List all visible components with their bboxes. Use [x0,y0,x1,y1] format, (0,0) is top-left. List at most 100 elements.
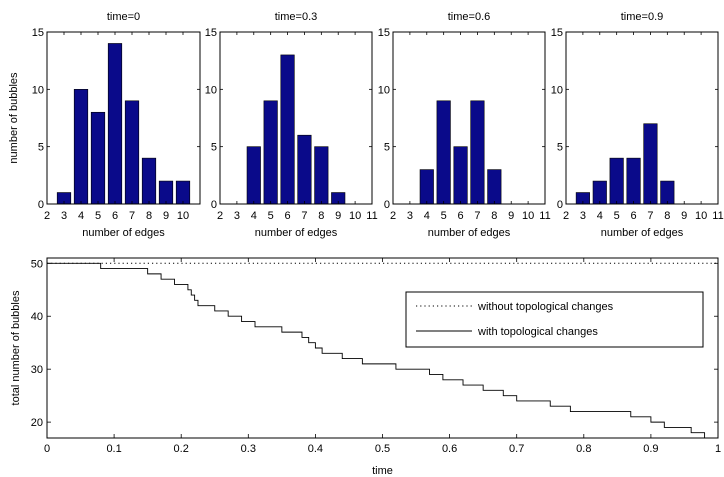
y-axis-label: number of bubbles [8,72,20,164]
axes-frame [46,257,719,439]
x-tick-label: 9 [681,210,687,222]
x-tick-label: 0.6 [442,443,457,455]
x-tick-label: 6 [112,210,118,222]
x-tick-label: 5 [441,210,447,222]
x-axis-label: time [372,465,393,477]
y-tick-label: 10 [205,84,217,96]
y-tick-label: 5 [557,142,563,154]
x-tick-label: 10 [522,210,534,222]
x-tick-label: 7 [647,210,653,222]
x-tick-label: 9 [508,210,514,222]
panel-title: time=0.9 [621,11,664,23]
bar-7-edges [124,100,140,205]
x-tick-label: 10 [695,210,707,222]
bar-7-edges [643,123,658,205]
axes-frame [392,31,546,205]
panel-title: time=0.3 [275,11,318,23]
y-tick-label: 50 [31,258,43,270]
y-tick-label: 0 [384,199,390,211]
y-tick-label: 15 [205,27,217,39]
x-tick-label: 3 [61,210,67,222]
x-tick-label: 10 [177,210,189,222]
y-tick-label: 40 [31,311,43,323]
bar-6-edges [280,54,295,205]
x-tick-label: 0.8 [576,443,591,455]
y-tick-label: 15 [32,27,44,39]
x-tick-label: 2 [217,210,223,222]
y-tick-label: 5 [38,142,44,154]
y-tick-label: 5 [211,142,217,154]
y-tick-label: 10 [32,84,44,96]
x-tick-label: 7 [474,210,480,222]
bar-5-edges [436,100,451,205]
x-tick-label: 3 [407,210,413,222]
y-tick-label: 15 [378,27,390,39]
y-tick-label: 10 [378,84,390,96]
bar-8-edges [141,157,157,205]
x-tick-label: 10 [349,210,361,222]
x-tick-label: 5 [95,210,101,222]
x-tick-label: 9 [163,210,169,222]
bar-7-edges [297,134,312,205]
y-tick-label: 20 [31,417,43,429]
x-tick-label: 6 [284,210,290,222]
bar-6-edges [626,157,641,205]
legend-label-without-topological-changes: without topological changes [477,301,614,313]
bar-8-edges [660,180,675,205]
y-axis-label: total number of bubbles [10,290,22,405]
x-tick-label: 8 [318,210,324,222]
x-tick-label: 0.3 [241,443,256,455]
x-tick-label: 5 [614,210,620,222]
bar-4-edges [246,146,261,205]
x-tick-label: 0.1 [106,443,121,455]
legend-box [405,291,704,348]
bar-9-edges [158,180,174,205]
bar-10-edges [175,180,191,205]
bar-7-edges [470,100,485,205]
bar-5-edges [263,100,278,205]
x-tick-label: 4 [424,210,430,222]
y-tick-label: 5 [384,142,390,154]
axes-frame [219,31,373,205]
bar-8-edges [487,169,502,205]
x-tick-label: 6 [457,210,463,222]
x-axis-label: number of edges [428,227,511,239]
y-tick-label: 0 [38,199,44,211]
bar-8-edges [314,146,329,205]
x-tick-label: 0 [44,443,50,455]
x-axis-label: number of edges [601,227,684,239]
x-tick-label: 6 [630,210,636,222]
panel-title: time=0.6 [448,11,491,23]
x-tick-label: 7 [129,210,135,222]
x-tick-label: 11 [366,210,377,222]
y-tick-label: 30 [31,364,43,376]
x-tick-label: 8 [491,210,497,222]
bar-4-edges [73,89,89,205]
x-tick-label: 4 [78,210,84,222]
axes-frame [565,31,719,205]
x-tick-label: 2 [390,210,396,222]
bar-5-edges [90,111,106,205]
x-tick-label: 8 [146,210,152,222]
y-tick-label: 10 [551,84,563,96]
bar-4-edges [419,169,434,205]
y-tick-label: 15 [551,27,563,39]
x-tick-label: 7 [301,210,307,222]
y-tick-label: 0 [211,199,217,211]
x-tick-label: 11 [712,210,723,222]
legend: without topological changes with topologi… [405,291,704,348]
bar-4-edges [592,180,607,205]
y-tick-label: 0 [557,199,563,211]
x-tick-label: 4 [597,210,603,222]
x-axis-label: number of edges [255,227,338,239]
x-tick-label: 8 [664,210,670,222]
x-tick-label: 1 [715,443,721,455]
bar-5-edges [609,157,624,205]
x-tick-label: 2 [563,210,569,222]
axes-frame [46,31,201,205]
x-tick-label: 3 [234,210,240,222]
